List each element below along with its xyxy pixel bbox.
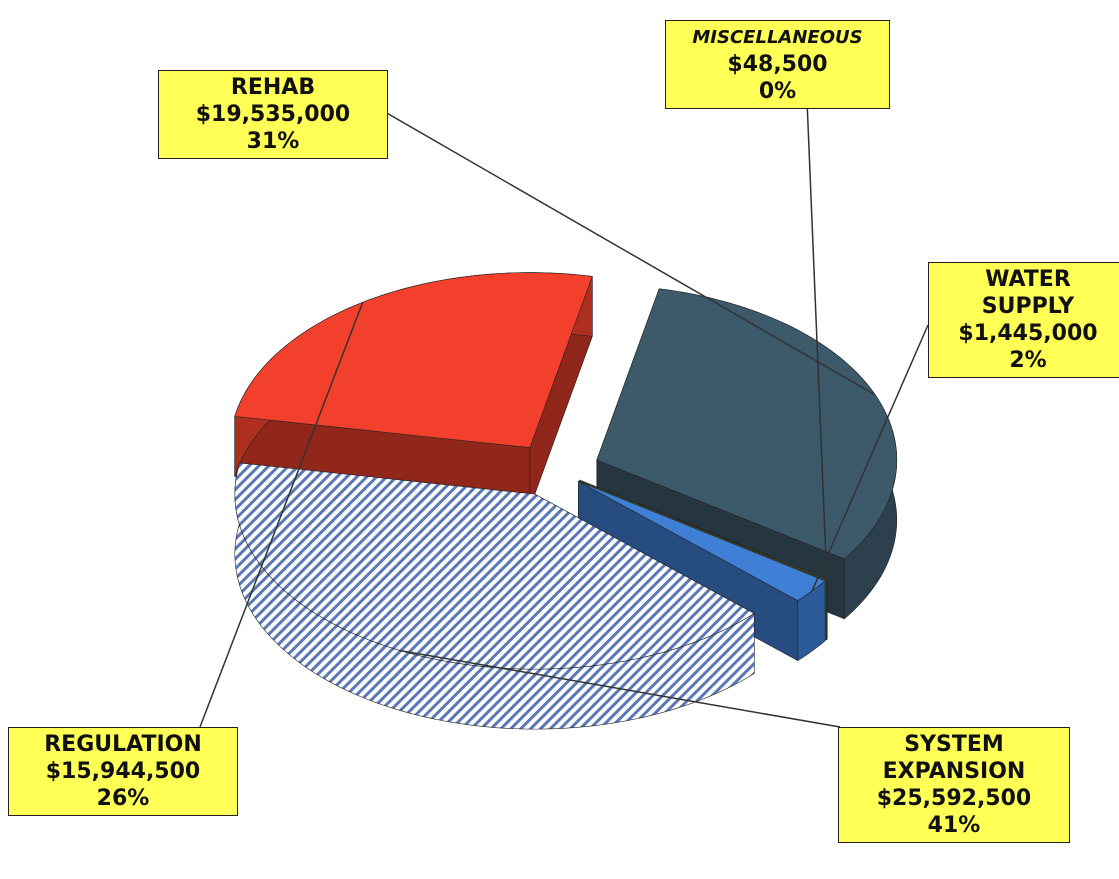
label-percent: 2% <box>1009 348 1047 373</box>
slice-top <box>579 479 828 581</box>
label-value: $25,592,500 <box>876 786 1032 811</box>
label-name: REHAB <box>230 75 316 100</box>
label-value: $48,500 <box>727 52 828 77</box>
leader-line <box>804 51 828 580</box>
label-name: WATER SUPPLY <box>981 267 1075 319</box>
label-percent: 26% <box>96 786 150 811</box>
slice <box>234 462 755 730</box>
label-box: REHAB $19,535,000 31% <box>158 70 388 159</box>
label-value: $1,445,000 <box>958 321 1098 346</box>
slice-top <box>234 272 593 448</box>
slice-wall <box>826 578 828 641</box>
label-box: WATER SUPPLY $1,445,000 2% <box>928 262 1119 378</box>
label-box: REGULATION $15,944,500 26% <box>8 727 238 816</box>
label-name: SYSTEM EXPANSION <box>882 732 1026 784</box>
label-value: $19,535,000 <box>195 102 351 127</box>
label-box: MISCELLANEOUS $48,500 0% <box>665 20 890 109</box>
label-box: SYSTEM EXPANSION $25,592,500 41% <box>838 727 1070 843</box>
label-percent: 31% <box>246 129 300 154</box>
leader-line <box>199 302 364 728</box>
label-name: MISCELLANEOUS <box>692 27 863 48</box>
label-name: REGULATION <box>44 732 202 757</box>
label-percent: 41% <box>927 813 981 838</box>
leader-line <box>400 649 841 728</box>
leader-line <box>811 324 929 592</box>
label-percent: 0% <box>758 79 797 104</box>
leader-line <box>384 111 876 396</box>
slice-top <box>596 288 898 560</box>
label-value: $15,944,500 <box>45 759 201 784</box>
